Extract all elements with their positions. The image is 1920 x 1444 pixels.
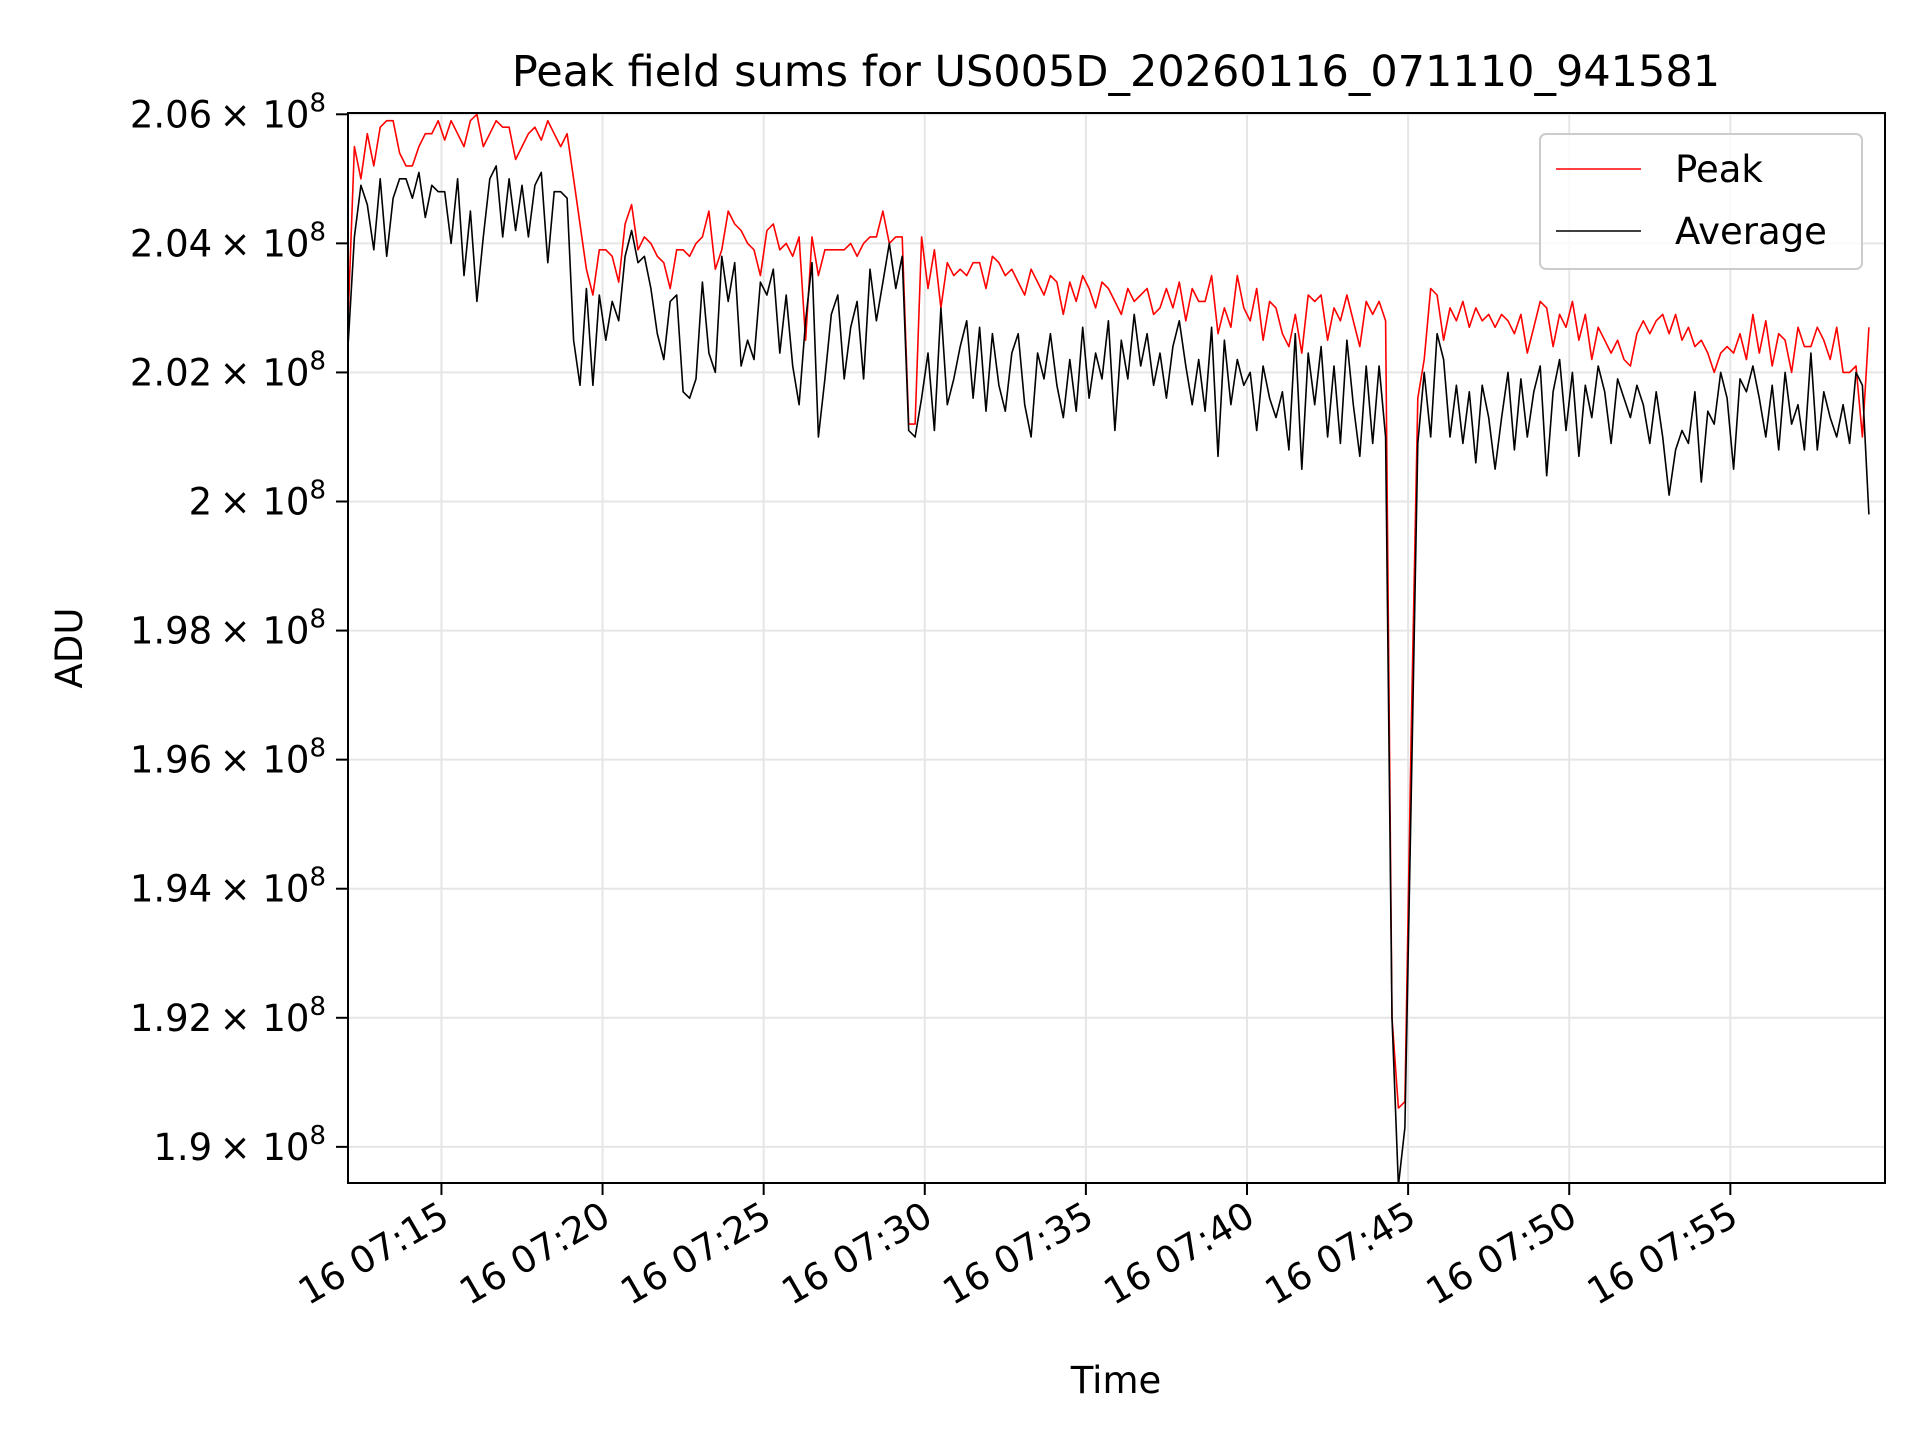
y-axis: 1.9 × 108 1.92 × 108 1.94 × 108 1.96 × 108 1… [130,88,348,1169]
y-tick-label: 1.92 × 108 [130,992,326,1040]
legend-label-peak: Peak [1675,148,1763,191]
y-tick-label: 1.96 × 108 [130,734,326,782]
y-tick-label: 1.98 × 108 [130,605,326,653]
legend-box [1539,133,1863,270]
y-tick-label: 1.94 × 108 [130,863,326,911]
grid [348,113,1885,1183]
series-line-peak [348,113,1870,1109]
chart-title: Peak field sums for US005D_20260116_0711… [512,47,1720,97]
y-tick-label: 2.06 × 108 [130,88,326,136]
series-layer [348,113,1870,1183]
plot-frame [347,112,1886,1184]
y-axis-label: ADU [48,608,91,689]
y-tick-label: 2 × 108 [189,476,326,524]
y-tick-label: 1.9 × 108 [153,1121,326,1169]
legend: Peak Average [1539,133,1863,270]
y-tick-label: 2.04 × 108 [130,217,326,265]
y-tick-label: 2.02 × 108 [130,346,326,394]
x-axis-label: Time [1070,1359,1162,1402]
plot-area [348,113,1870,1183]
series-line-average [348,165,1870,1183]
legend-label-average: Average [1675,210,1827,253]
